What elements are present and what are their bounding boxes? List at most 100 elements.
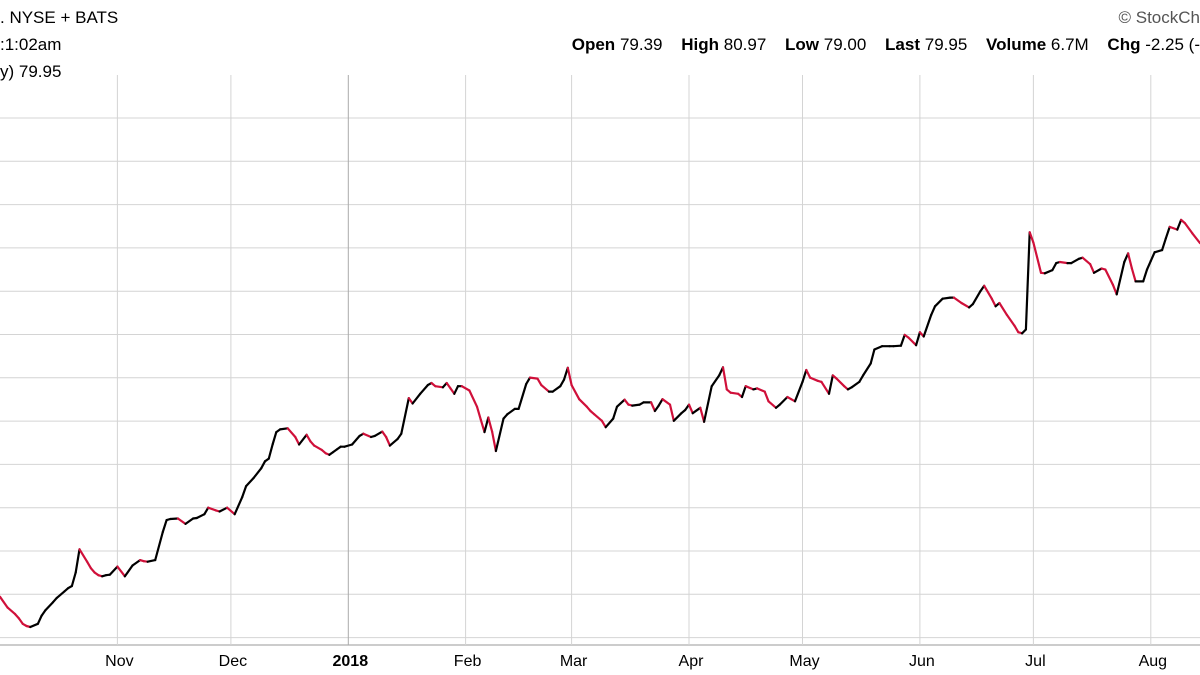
price-segment xyxy=(506,407,516,416)
price-segment xyxy=(767,400,778,409)
price-segment xyxy=(305,433,312,443)
price-segment xyxy=(195,513,206,520)
price-segment xyxy=(744,385,755,391)
price-segment xyxy=(1005,313,1016,327)
x-tick-label: Aug xyxy=(1139,653,1167,670)
price-segment xyxy=(933,297,944,308)
price-segment xyxy=(373,430,384,437)
price-segment xyxy=(1168,225,1179,231)
price-segment xyxy=(952,296,963,305)
open-label: Open xyxy=(571,35,616,54)
price-segment xyxy=(593,413,604,422)
price-segment xyxy=(388,438,399,447)
price-segment xyxy=(203,506,210,516)
price-segment xyxy=(313,444,323,451)
price-segment xyxy=(487,416,494,433)
price-segment xyxy=(600,419,607,429)
low-value: 79.00 xyxy=(823,35,867,54)
price-segment xyxy=(1092,267,1103,274)
price-segment xyxy=(808,376,819,382)
price-segment xyxy=(267,443,274,460)
x-tick-label: Apr xyxy=(679,653,705,670)
high-label: High xyxy=(681,35,719,54)
price-segment xyxy=(1145,259,1152,271)
price-segment xyxy=(1070,257,1081,265)
price-segment xyxy=(578,398,588,408)
price-segment xyxy=(528,376,539,380)
price-segment xyxy=(169,517,179,521)
price-segment xyxy=(914,331,922,347)
price-segment xyxy=(1130,267,1137,283)
price-segment xyxy=(649,401,657,413)
price-segment xyxy=(494,417,505,453)
price-segment xyxy=(233,495,244,516)
price-segment xyxy=(763,390,770,403)
high-value: 80.97 xyxy=(723,35,767,54)
price-segment xyxy=(755,387,766,393)
price-segment xyxy=(517,382,528,410)
price-segment xyxy=(419,384,429,395)
price-segment xyxy=(1043,269,1054,275)
price-segment xyxy=(260,460,267,470)
price-segment xyxy=(29,622,40,629)
x-tick-label: Feb xyxy=(454,653,482,670)
price-segment xyxy=(286,427,297,439)
price-segment xyxy=(108,565,119,576)
price-segment xyxy=(661,398,672,406)
price-segment xyxy=(930,305,937,316)
price-segment xyxy=(294,435,301,446)
price-segment xyxy=(70,571,77,588)
price-segment xyxy=(827,374,834,395)
price-segment xyxy=(1028,231,1035,244)
x-axis-ticks: Nov Dec 2018 Feb Mar Apr May Jun Jul Aug xyxy=(105,653,1167,670)
price-segment xyxy=(729,391,740,395)
price-segment xyxy=(176,517,187,526)
exchange-label: . NYSE + BATS xyxy=(0,8,119,27)
price-segment xyxy=(218,506,229,513)
price-segment xyxy=(551,385,562,393)
price-segment xyxy=(615,398,626,408)
price-segment xyxy=(241,485,248,498)
price-segment xyxy=(1032,241,1043,274)
price-segment xyxy=(479,418,486,434)
price-segment xyxy=(604,417,615,429)
price-segment xyxy=(672,412,683,422)
price-segment xyxy=(653,404,660,413)
price-segment xyxy=(445,381,452,390)
price-segment xyxy=(699,406,706,423)
price-segment xyxy=(298,433,308,446)
price-segment xyxy=(536,377,543,387)
price-segment xyxy=(941,296,952,300)
chg-value: -2.25 (- xyxy=(1145,35,1200,54)
price-segment xyxy=(362,432,373,439)
price-segment xyxy=(983,284,993,300)
x-tick-label: May xyxy=(789,653,819,670)
price-segment xyxy=(17,617,24,625)
price-segment xyxy=(279,427,289,431)
legend-label: y) 79.95 xyxy=(0,62,62,81)
price-segment xyxy=(161,518,168,534)
price-segment xyxy=(1104,268,1115,286)
price-segment xyxy=(1024,231,1031,331)
price-segment xyxy=(55,590,66,600)
price-segment xyxy=(1153,249,1164,254)
price-segment xyxy=(6,606,17,616)
price-segment xyxy=(116,565,127,578)
price-segment xyxy=(559,378,566,388)
price-segment xyxy=(351,434,361,446)
price-segment xyxy=(861,362,872,377)
price-segment xyxy=(343,443,354,448)
price-segment xyxy=(434,385,444,389)
x-tick-label: Jun xyxy=(909,653,935,670)
price-segment xyxy=(873,345,884,351)
price-segment xyxy=(252,467,263,480)
last-value: 79.95 xyxy=(924,35,968,54)
price-segment xyxy=(612,405,619,420)
x-tick-label: Dec xyxy=(219,653,247,670)
price-segment xyxy=(400,397,410,435)
price-segment xyxy=(491,430,497,453)
price-segment xyxy=(245,476,255,488)
price-segment xyxy=(525,376,532,386)
price-segment xyxy=(396,432,403,441)
